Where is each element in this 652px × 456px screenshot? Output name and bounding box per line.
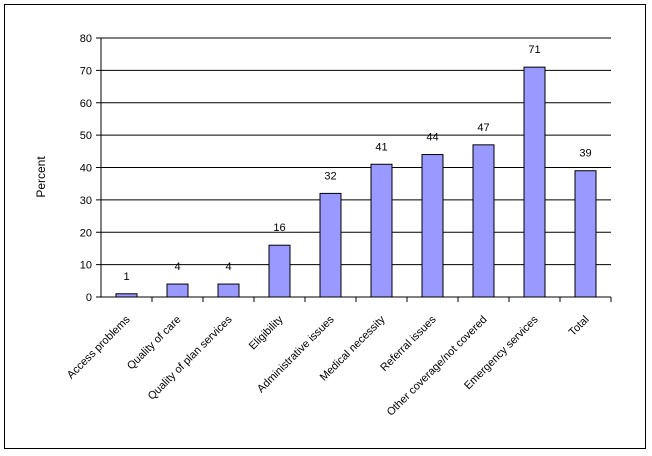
data-label-4: 32 [324,170,336,182]
bar-6 [421,154,444,298]
bar-9 [574,170,597,298]
category-label-0: Access problems [65,313,133,381]
bar-1 [166,283,189,298]
bar-4 [319,192,342,298]
bars [115,66,597,298]
category-label-2: Quality of plan services [146,313,235,402]
y-tick-label-40: 40 [80,163,92,175]
data-label-8: 71 [528,44,540,56]
category-label-1: Quality of care [125,314,184,373]
category-label-7: Other coverage/not covered [385,314,490,419]
data-label-1: 4 [174,261,180,273]
data-label-7: 47 [477,122,489,134]
bar-7 [472,144,495,298]
data-label-2: 4 [225,261,231,273]
data-label-0: 1 [123,271,129,283]
data-label-9: 39 [579,148,591,160]
data-label-6: 44 [426,132,438,144]
category-label-9: Total [567,314,592,339]
y-tick-label-0: 0 [86,292,92,304]
y-axis-label: Percent [34,156,48,198]
y-tick-label-20: 20 [80,227,92,239]
category-label-3: Eligibility [247,313,286,352]
data-label-3: 16 [273,222,285,234]
data-label-5: 41 [375,141,387,153]
bar-3 [268,244,291,298]
bar-5 [370,163,393,298]
axes [96,37,612,302]
bar-2 [217,283,240,298]
y-tick-label-60: 60 [80,98,92,110]
y-tick-label-80: 80 [80,33,92,45]
y-tick-label-10: 10 [80,260,92,272]
y-tick-label-70: 70 [80,65,92,77]
bar-8 [523,66,546,298]
y-tick-label-50: 50 [80,130,92,142]
y-tick-label-30: 30 [80,195,92,207]
